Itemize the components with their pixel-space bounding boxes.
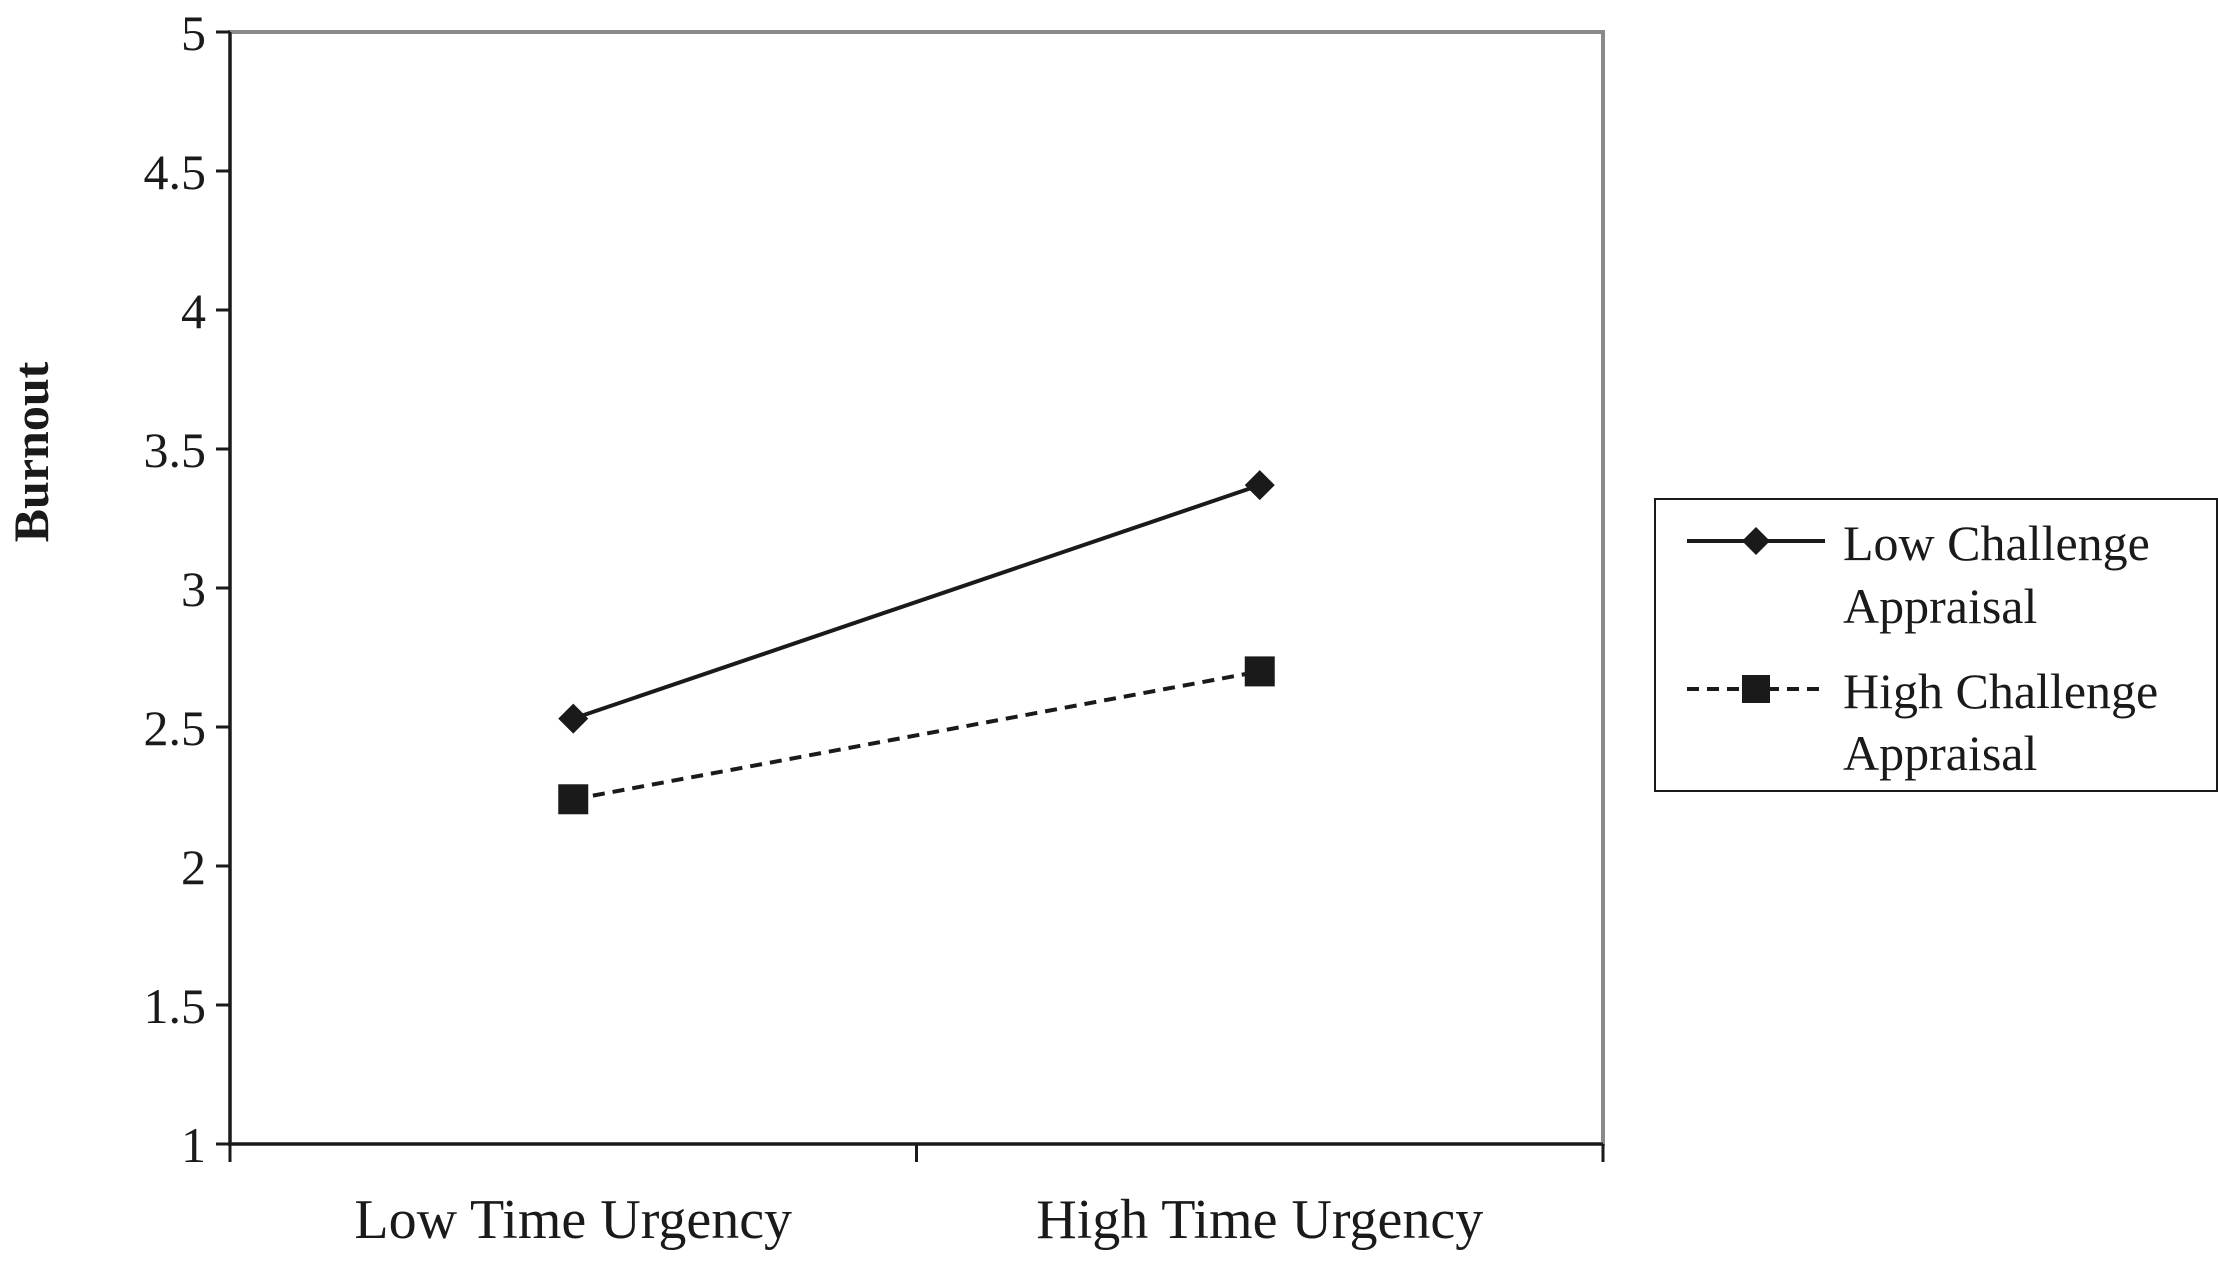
data-point [1244, 470, 1275, 501]
legend-label-line: Appraisal [1843, 578, 2037, 634]
legend-entry: Low Challenge Appraisal [1687, 515, 2150, 634]
legend-label-line: High Challenge [1843, 663, 2158, 719]
y-tick-label: 2.5 [144, 700, 207, 756]
legend-marker [1742, 527, 1770, 555]
plot-area-frame [228, 30, 1605, 1146]
y-tick-label: 5 [181, 5, 206, 61]
series-2 [558, 656, 1275, 815]
legend-box [1654, 498, 2218, 792]
series-layer [558, 470, 1275, 815]
y-tick-label: 3 [181, 561, 206, 617]
series-line [572, 483, 1261, 721]
series-line [572, 669, 1261, 802]
data-point [1244, 656, 1275, 687]
x-axis-ticks: Low Time Urgency High Time Urgency [228, 1144, 1605, 1251]
x-category-label: High Time Urgency [1036, 1189, 1483, 1251]
y-tick-label: 4.5 [144, 144, 207, 200]
legend: Low Challenge Appraisal High Challenge Appr… [1654, 498, 2218, 792]
y-tick-label: 1.5 [144, 978, 207, 1034]
legend-label-line: Low Challenge [1843, 515, 2150, 571]
y-tick-label: 1 [181, 1117, 206, 1173]
y-axis-title: Burnout [3, 361, 59, 542]
y-tick-label: 2 [181, 839, 206, 895]
y-tick-label: 4 [181, 283, 206, 339]
data-point [558, 784, 589, 815]
legend-marker [1742, 675, 1770, 703]
legend-entry: High Challenge Appraisal [1687, 663, 2158, 781]
y-tick-label: 3.5 [144, 422, 207, 478]
y-axis-ticks: 1 1.5 2 2.5 3 3.5 4 4.5 5 [144, 5, 230, 1173]
data-point [558, 703, 589, 734]
series-1 [558, 470, 1275, 734]
x-category-label: Low Time Urgency [354, 1189, 792, 1251]
legend-label-line: Appraisal [1843, 725, 2037, 781]
